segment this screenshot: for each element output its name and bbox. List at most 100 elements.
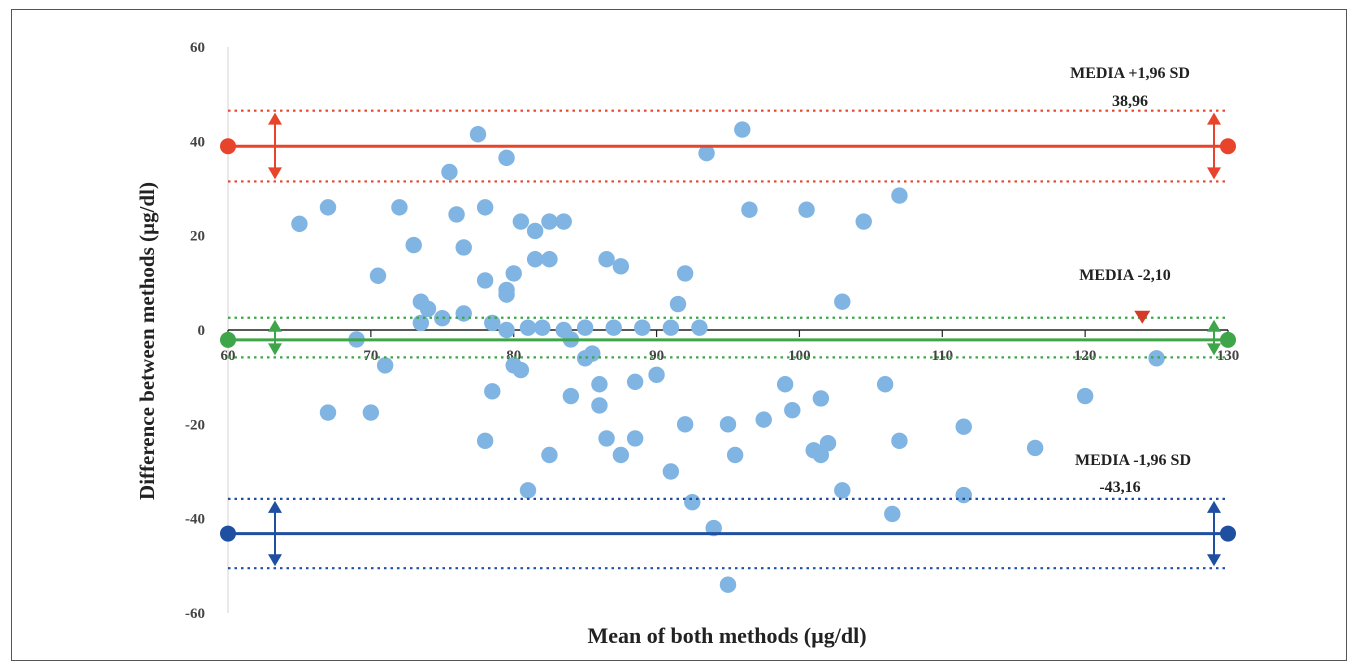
data-point <box>319 199 337 216</box>
data-point <box>634 319 651 336</box>
data-point <box>498 149 515 167</box>
data-point <box>541 446 558 464</box>
data-point <box>605 319 622 336</box>
upper-loa-value: 38,96 <box>1112 93 1148 110</box>
mean-end-dot-left <box>220 331 236 348</box>
upper-end-dot-right <box>1220 138 1236 155</box>
y-axis-label: Difference between methods (µg/dl) <box>135 182 159 500</box>
data-point <box>1148 350 1165 367</box>
lower-loa-value: -43,16 <box>1099 479 1140 496</box>
x-tick-label: 60 <box>221 348 236 364</box>
data-point <box>676 416 694 433</box>
data-point <box>405 236 422 254</box>
x-tick-label: 70 <box>363 348 378 364</box>
mean-ci-arrow-head-up <box>1207 319 1221 332</box>
data-point <box>541 213 558 230</box>
data-point <box>291 215 308 233</box>
y-tick-label: 0 <box>198 323 206 339</box>
data-point <box>362 404 380 421</box>
data-point <box>576 319 594 336</box>
data-point <box>526 222 544 240</box>
data-point <box>391 199 408 216</box>
y-tick-label: -60 <box>185 606 205 622</box>
data-point <box>955 418 972 435</box>
data-point <box>662 319 680 336</box>
data-point <box>534 319 551 336</box>
data-point <box>784 401 801 419</box>
data-point <box>591 397 608 414</box>
lower-ci-arrow-head-up <box>268 500 282 513</box>
data-point <box>719 576 737 593</box>
y-tick-label: -20 <box>185 417 205 433</box>
data-point <box>484 383 501 400</box>
data-point <box>519 482 537 499</box>
data-point <box>448 206 465 223</box>
upper-end-dot-left <box>220 138 236 155</box>
data-point <box>691 319 708 336</box>
data-point <box>319 404 337 421</box>
lower-end-dot-right <box>1220 525 1236 542</box>
data-point <box>512 361 530 379</box>
data-point <box>798 201 815 218</box>
data-point <box>876 376 894 393</box>
x-tick-label: 130 <box>1217 348 1240 364</box>
data-point <box>434 310 451 327</box>
data-point <box>884 505 901 523</box>
data-point <box>519 319 537 336</box>
lower-loa-label: MEDIA -1,96 SD <box>1075 452 1191 469</box>
data-point <box>612 446 630 464</box>
x-axis-label: Mean of both methods (µg/dl) <box>587 623 866 648</box>
y-tick-label: -40 <box>185 512 205 528</box>
data-point <box>741 201 758 218</box>
data-point <box>455 305 472 322</box>
mean-end-dot-right <box>1220 331 1236 348</box>
data-point <box>512 213 530 230</box>
data-point <box>598 430 615 447</box>
lower-end-dot-left <box>220 525 236 542</box>
data-point <box>669 295 687 313</box>
data-point <box>676 265 694 282</box>
data-point <box>891 187 908 204</box>
y-tick-label: 40 <box>190 134 205 150</box>
x-tick-label: 120 <box>1074 348 1097 364</box>
data-point <box>891 432 908 450</box>
data-point <box>834 293 851 310</box>
mean-ci-arrow-head-down <box>1207 343 1221 356</box>
mean-label: MEDIA -2,10 <box>1079 267 1171 284</box>
data-point <box>776 376 794 393</box>
data-point <box>591 376 608 393</box>
data-point <box>455 239 472 256</box>
data-point <box>369 267 387 284</box>
data-point <box>726 446 744 464</box>
data-point <box>1076 387 1094 405</box>
data-point <box>476 432 494 450</box>
data-point <box>526 251 544 268</box>
x-tick-label: 90 <box>649 348 664 364</box>
data-point <box>855 213 872 230</box>
data-point <box>562 387 580 405</box>
data-point <box>626 373 644 391</box>
data-point <box>441 163 458 181</box>
data-point <box>662 463 680 480</box>
data-point <box>812 390 830 407</box>
data-point <box>1026 439 1044 457</box>
y-tick-label: 20 <box>190 229 205 245</box>
x-tick-label: 100 <box>788 348 811 364</box>
data-point <box>555 213 572 230</box>
data-point <box>541 251 558 268</box>
mean-marker-triangle <box>1134 310 1151 324</box>
data-point <box>734 121 751 138</box>
data-point <box>484 314 501 332</box>
data-point <box>584 345 601 362</box>
data-point <box>612 258 630 275</box>
x-tick-label: 110 <box>931 348 953 364</box>
data-point <box>498 286 515 303</box>
data-point <box>955 486 972 504</box>
data-point <box>598 251 615 268</box>
y-tick-label: 60 <box>190 40 205 56</box>
data-point <box>626 430 644 447</box>
upper-ci-arrow-head-down <box>268 167 282 180</box>
data-point <box>498 321 515 339</box>
data-point <box>476 272 494 289</box>
